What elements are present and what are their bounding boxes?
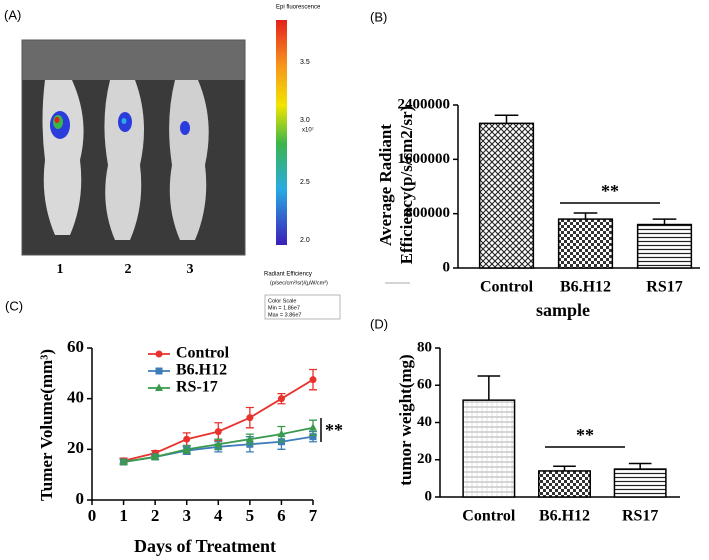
marker [309,433,317,441]
x-tick-label: B6.H12 [539,508,590,525]
colorbar-unit: x10⁷ [302,127,314,134]
legend-label: Control [176,345,230,362]
colorbar-tick: 3.0 [300,117,310,124]
marker [182,444,191,453]
color-scale-text: Color Scale [268,298,296,304]
bar [557,218,614,269]
colorbar-tick: 3.5 [300,59,310,66]
marker [214,439,223,448]
colorbar-tick: 2.5 [300,179,310,186]
colorbar-title: Epi fluorescence [276,5,321,11]
x-tick-label: Control [480,279,534,296]
y-tick-label: 60 [67,337,84,356]
x-tick-label: 3 [182,506,191,525]
scale-unit: (p/sec/cm²/sr)/(µW/cm²) [270,280,328,286]
marker [119,457,128,465]
bar [478,122,535,269]
marker [214,428,222,436]
panel-label: (A) [4,7,21,22]
y-axis-label: Efficiency(p/s/cm2/sr) [397,106,416,265]
y-axis-label: Tumer Volume(mm³) [37,349,56,501]
marker [309,423,317,431]
marker [155,383,163,391]
panel-label: (D) [370,316,388,331]
panel-label: (C) [5,298,23,313]
mouse-label: 1 [57,262,64,277]
x-tick-label: 5 [246,506,255,525]
panel-label: (B) [370,9,387,24]
marker [151,452,160,460]
significance: ** [601,181,619,201]
x-axis-label: sample [536,300,590,320]
x-tick-label: 1 [119,506,128,525]
y-tick-label: 80 [417,339,432,355]
y-tick-label: 1600000 [398,151,451,167]
x-axis-label: Days of Treatment [134,536,276,556]
marker [245,434,254,443]
significance: ** [325,420,343,440]
scale-title: Radiant Efficiency [264,272,312,278]
bar [636,223,693,269]
x-tick-label: B6.H12 [560,279,611,296]
x-tick-label: 4 [214,506,223,525]
x-tick-label: RS17 [646,279,682,296]
y-tick-label: 20 [67,438,84,457]
marker [155,350,163,358]
colorbar [276,20,287,245]
y-axis-label: Average Radiant [376,124,395,246]
x-tick-label: RS17 [622,508,658,525]
x-tick-label: Control [462,508,516,525]
color-scale-text: Min = 1.86e7 [268,305,300,311]
color-scale-box [264,294,341,320]
y-tick-label: 0 [443,259,451,275]
bar [613,468,667,498]
legend-label: RS-17 [176,379,218,396]
mouse-label: 3 [187,262,194,277]
y-tick-label: 0 [425,488,433,504]
x-tick-label: 0 [88,506,97,525]
mouse-image [21,39,246,256]
y-tick-label: 800000 [405,205,450,221]
y-tick-label: 20 [417,451,432,467]
y-tick-label: 60 [417,377,432,393]
y-tick-label: 0 [76,489,85,508]
bar [538,470,591,498]
marker [246,414,254,422]
color-scale-text: Max = 3.86e7 [268,312,301,318]
x-tick-label: 7 [309,506,318,525]
mouse-label: 2 [125,262,132,277]
x-tick-label: 6 [277,506,286,525]
y-axis-label: tumor weight(mg) [396,354,415,485]
bar [462,399,516,498]
y-tick-label: 2400000 [398,96,451,112]
significance: ** [576,425,594,445]
x-tick-label: 2 [151,506,160,525]
marker [155,367,163,375]
marker [183,435,191,443]
marker [277,395,285,403]
y-tick-label: 40 [417,414,432,430]
marker [309,376,317,384]
legend-label: B6.H12 [176,362,227,379]
y-tick-label: 40 [67,388,84,407]
colorbar-tick: 2.0 [300,237,310,244]
marker [277,429,286,438]
